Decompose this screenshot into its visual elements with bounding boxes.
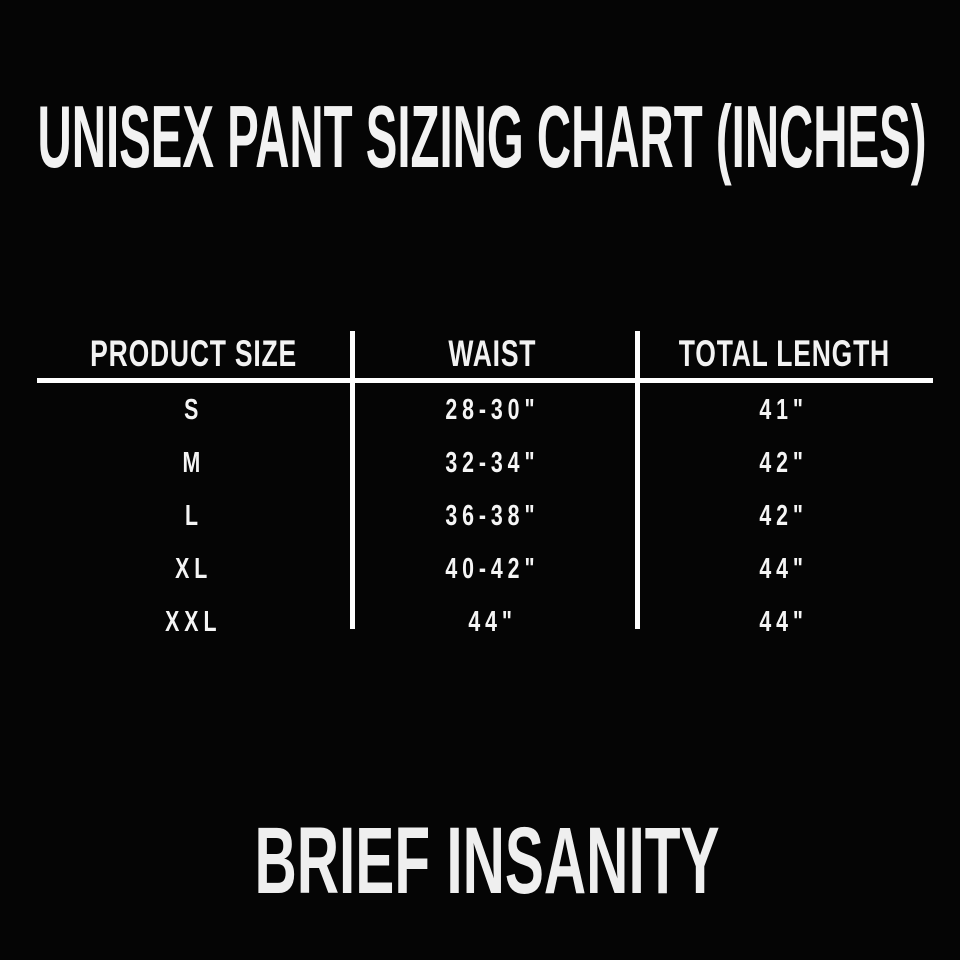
table-row-s: S 28-30" 41" — [37, 383, 933, 436]
table-row-l: L 36-38" 42" — [37, 489, 933, 542]
waist-value: 32-34" — [445, 445, 540, 479]
table-header-row: PRODUCT SIZE WAIST TOTAL LENGTH — [37, 331, 933, 383]
column-header-product-size: PRODUCT SIZE — [37, 333, 350, 375]
column-divider-left — [350, 331, 355, 629]
column-divider-right — [635, 331, 640, 629]
size-cell: L — [37, 498, 350, 532]
page-title: UNISEX PANT SIZING CHART (INCHES) — [38, 87, 927, 186]
waist-value: 36-38" — [445, 498, 540, 532]
total-length-cell: 42" — [635, 445, 933, 479]
column-header-label: TOTAL LENGTH — [678, 333, 890, 375]
total-length-cell: 41" — [635, 392, 933, 426]
size-cell: M — [37, 445, 350, 479]
brand-logo-graphic: BRIEF INSANITY — [255, 808, 720, 910]
waist-cell: 28-30" — [350, 392, 635, 426]
total-length-cell: 44" — [635, 604, 933, 638]
size-table: PRODUCT SIZE WAIST TOTAL LENGTH S 28-30"… — [37, 331, 933, 648]
waist-cell: 36-38" — [350, 498, 635, 532]
total-length-value: 41" — [759, 392, 809, 426]
total-length-value: 42" — [759, 498, 809, 532]
column-header-total-length: TOTAL LENGTH — [635, 333, 933, 375]
waist-cell: 32-34" — [350, 445, 635, 479]
waist-value: 44" — [468, 604, 517, 638]
column-header-label: WAIST — [448, 333, 537, 375]
size-value: S — [183, 392, 204, 426]
size-value: L — [184, 498, 203, 532]
waist-value: 28-30" — [445, 392, 540, 426]
table-row-xl: XL 40-42" 44" — [37, 542, 933, 595]
size-value: M — [182, 445, 205, 479]
column-header-waist: WAIST — [350, 333, 635, 375]
waist-cell: 40-42" — [350, 551, 635, 585]
waist-value: 40-42" — [445, 551, 540, 585]
size-cell: S — [37, 392, 350, 426]
total-length-value: 42" — [759, 445, 809, 479]
total-length-value: 44" — [759, 551, 809, 585]
size-cell: XL — [37, 551, 350, 585]
waist-cell: 44" — [350, 604, 635, 638]
size-cell: XXL — [37, 604, 350, 638]
table-row-m: M 32-34" 42" — [37, 436, 933, 489]
page-title-graphic: UNISEX PANT SIZING CHART (INCHES) — [38, 87, 927, 186]
total-length-cell: 44" — [635, 551, 933, 585]
brand-logo: BRIEF INSANITY — [255, 808, 720, 910]
total-length-value: 44" — [759, 604, 809, 638]
column-header-label: PRODUCT SIZE — [90, 333, 297, 375]
size-value: XXL — [165, 604, 222, 638]
total-length-cell: 42" — [635, 498, 933, 532]
table-row-xxl: XXL 44" 44" — [37, 595, 933, 648]
size-value: XL — [174, 551, 213, 585]
